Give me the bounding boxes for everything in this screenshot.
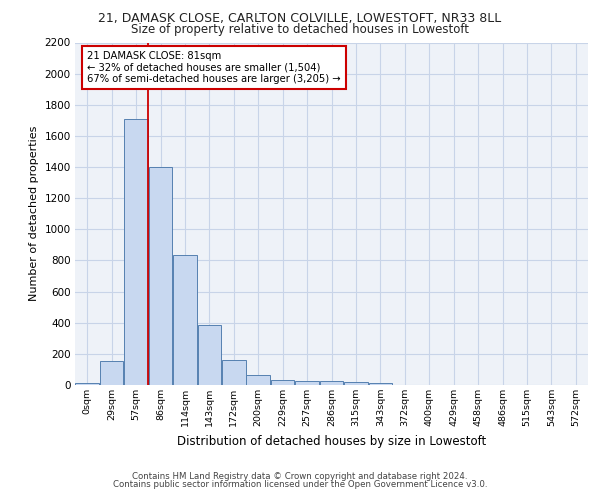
X-axis label: Distribution of detached houses by size in Lowestoft: Distribution of detached houses by size … [177, 434, 486, 448]
Bar [100, 361, 124, 385]
Y-axis label: Number of detached properties: Number of detached properties [29, 126, 39, 302]
Bar [173, 255, 197, 385]
Bar [295, 381, 319, 385]
Text: Size of property relative to detached houses in Lowestoft: Size of property relative to detached ho… [131, 22, 469, 36]
Bar [344, 382, 368, 385]
Text: Contains HM Land Registry data © Crown copyright and database right 2024.: Contains HM Land Registry data © Crown c… [132, 472, 468, 481]
Bar [222, 360, 245, 385]
Bar [76, 382, 99, 385]
Bar [320, 381, 343, 385]
Bar [271, 380, 295, 385]
Bar [197, 325, 221, 385]
Text: Contains public sector information licensed under the Open Government Licence v3: Contains public sector information licen… [113, 480, 487, 489]
Bar [124, 119, 148, 385]
Text: 21, DAMASK CLOSE, CARLTON COLVILLE, LOWESTOFT, NR33 8LL: 21, DAMASK CLOSE, CARLTON COLVILLE, LOWE… [98, 12, 502, 25]
Bar [247, 375, 270, 385]
Text: 21 DAMASK CLOSE: 81sqm
← 32% of detached houses are smaller (1,504)
67% of semi-: 21 DAMASK CLOSE: 81sqm ← 32% of detached… [88, 51, 341, 84]
Bar [149, 167, 172, 385]
Bar [368, 382, 392, 385]
